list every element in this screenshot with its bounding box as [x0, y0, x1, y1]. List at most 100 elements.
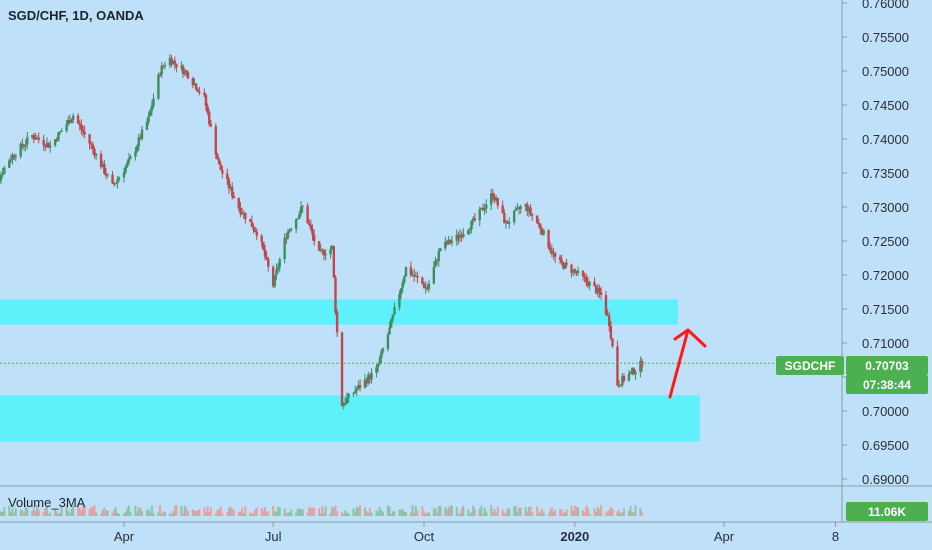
volume-badge: 11.06K [846, 502, 928, 521]
candle-body [471, 218, 475, 221]
candle-body [276, 267, 280, 270]
volume-bar [480, 505, 483, 516]
volume-bar [519, 508, 522, 516]
candle-body [271, 266, 275, 287]
candle-body [467, 230, 470, 234]
volume-bar [554, 509, 557, 516]
volume-bar [518, 507, 521, 516]
candle-body [221, 170, 224, 174]
volume-bar [129, 512, 132, 516]
candle-body [562, 262, 565, 269]
candle-body [8, 160, 11, 168]
candle-body [539, 224, 542, 230]
volume-bar [170, 513, 173, 516]
candle-body [65, 124, 68, 131]
candle-body [196, 89, 199, 92]
candle-body [494, 197, 498, 201]
candle-body [334, 277, 337, 313]
volume-bar [278, 507, 281, 516]
time-axis[interactable]: Apr Jul Oct 2020 Apr 8 [114, 522, 839, 544]
price-tick-label: 0.74000 [862, 132, 909, 147]
candle-body [547, 230, 550, 248]
candle-body [78, 123, 81, 126]
symbol-badge-bg [776, 356, 844, 375]
candle-body [24, 144, 27, 147]
volume-bar [300, 509, 303, 516]
volume-bar [313, 507, 316, 516]
candle-body [93, 148, 96, 156]
candle-body [537, 222, 540, 225]
candle-body [278, 259, 281, 268]
volume-bar [634, 505, 637, 516]
volume-bar [460, 508, 463, 516]
volume-bar [565, 509, 568, 516]
candle-body [45, 142, 49, 147]
candle-body [517, 207, 521, 210]
candle-body [594, 286, 598, 294]
volume-bar [162, 511, 165, 516]
candle-body [332, 245, 336, 278]
volume-bar [629, 506, 632, 516]
candle-body [260, 235, 263, 242]
candle-body [535, 215, 539, 223]
volume-bar [623, 508, 625, 516]
candle-body [298, 213, 301, 219]
candle-body [306, 205, 309, 224]
candle-body [434, 260, 437, 268]
volume-bar [414, 506, 417, 516]
volume-bar [495, 513, 498, 516]
candle-body [530, 213, 534, 216]
candle-body [380, 351, 383, 359]
candle-body [114, 183, 118, 185]
candle-body [570, 264, 573, 273]
candle-body [344, 403, 347, 405]
volume-bar [295, 512, 298, 516]
volume-bar [309, 508, 312, 516]
candle-body [634, 371, 637, 375]
volume-bar [67, 510, 70, 516]
volume-bar [31, 510, 34, 516]
candle-body [288, 229, 291, 232]
volume-bar [631, 512, 634, 516]
volume-bar [575, 507, 578, 516]
volume-bar [375, 510, 378, 516]
volume-bar [296, 508, 299, 516]
volume-bar [134, 505, 137, 516]
volume-bar [88, 509, 91, 516]
candle-body [599, 292, 603, 295]
candle-body [481, 207, 485, 211]
candle-body [117, 177, 121, 180]
candle-body [101, 164, 104, 168]
candle-body [49, 145, 52, 148]
candle-body [103, 164, 106, 174]
volume-bar [319, 513, 322, 516]
volume-bar [588, 513, 591, 516]
volume-bar [416, 510, 419, 516]
candle-body [37, 137, 40, 140]
volume-bar [490, 505, 493, 516]
volume-bar [127, 505, 130, 516]
volume-bar [26, 508, 29, 516]
volume-bar [42, 511, 45, 516]
candle-body [378, 358, 381, 365]
candle-body [227, 179, 231, 189]
volume-bar [378, 506, 381, 516]
candle-body [9, 159, 13, 161]
price-tick-label: 0.73000 [862, 200, 909, 215]
candle-body [506, 221, 509, 224]
volume-bar [123, 513, 125, 516]
candle-body [421, 277, 424, 284]
candle-body [560, 259, 563, 263]
candle-body [124, 166, 127, 173]
candle-body [68, 119, 72, 124]
price-axis[interactable]: 0.76000 0.75500 0.75000 0.74500 0.74000 0.735… [842, 0, 909, 487]
price-zone [0, 299, 678, 325]
volume-bar [3, 507, 6, 516]
candle-body [134, 151, 137, 157]
candle-body [173, 60, 177, 64]
volume-bar [595, 511, 598, 516]
volume-bar [501, 509, 504, 516]
volume-bar [32, 507, 35, 516]
candle-body [504, 221, 508, 223]
